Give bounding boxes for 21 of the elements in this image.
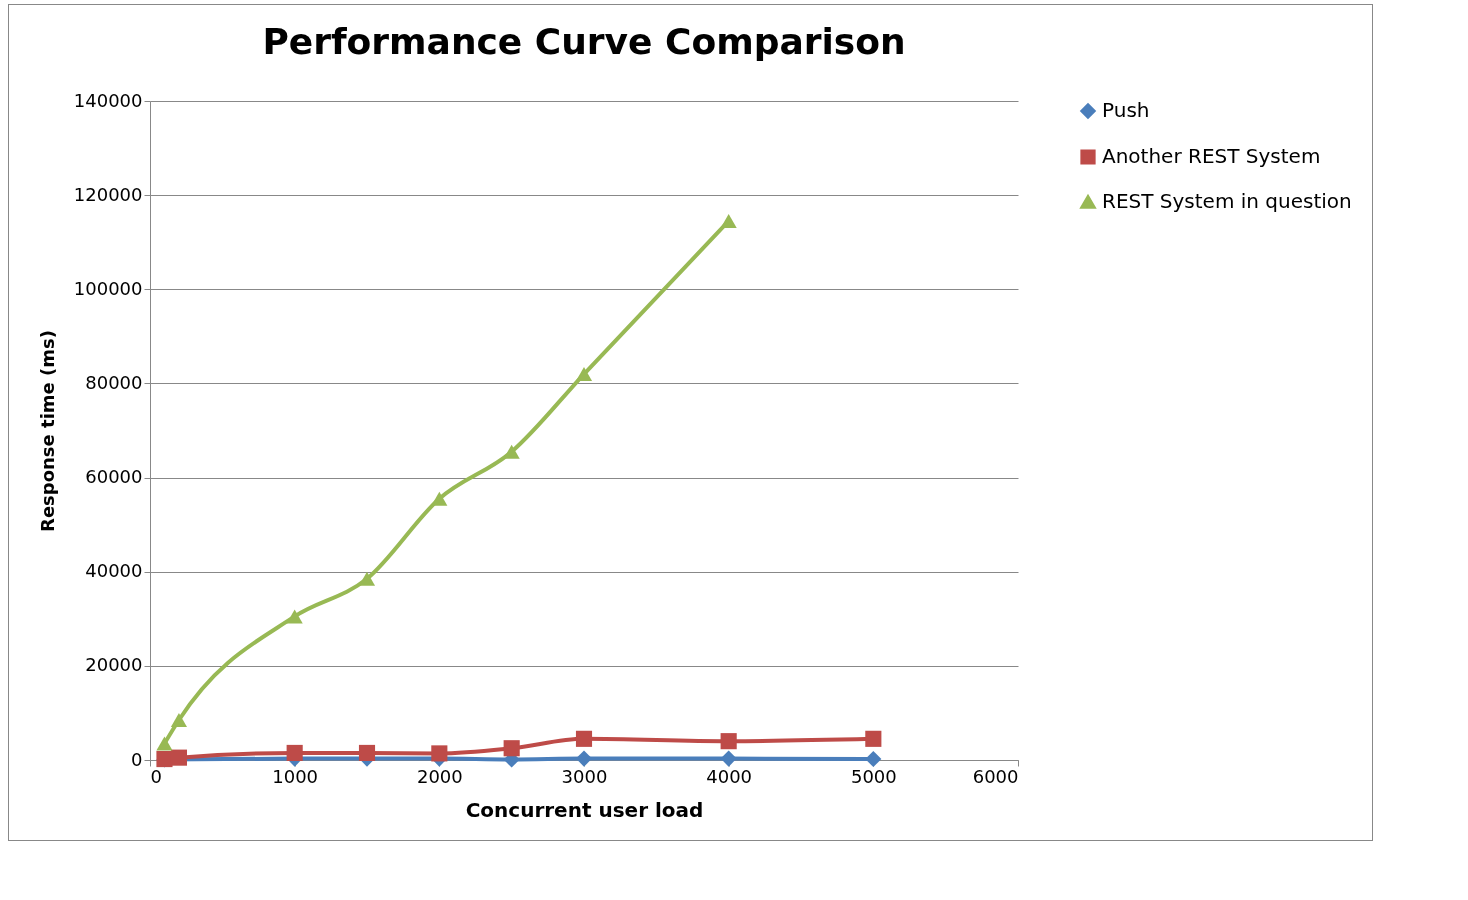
y-tick-label: 20000 bbox=[85, 654, 143, 676]
x-tick-label: 6000 bbox=[972, 765, 1019, 787]
y-axis-title: Response time (ms) bbox=[36, 330, 58, 532]
x-tick-label: 3000 bbox=[561, 765, 608, 787]
y-tick-label: 100000 bbox=[73, 277, 143, 299]
y-tick-label: 120000 bbox=[73, 183, 143, 205]
x-tick-label: 2000 bbox=[416, 765, 463, 787]
x-tick-label: 0 bbox=[150, 765, 162, 787]
x-tick-label: 5000 bbox=[850, 765, 897, 787]
x-axis-title: Concurrent user load bbox=[465, 797, 704, 822]
legend-label: Another REST System bbox=[1102, 144, 1321, 168]
x-tick-label: 1000 bbox=[272, 765, 319, 787]
legend-label: REST System in question bbox=[1102, 189, 1352, 213]
chart-title: Performance Curve Comparison bbox=[262, 21, 906, 62]
y-tick-label: 0 bbox=[131, 748, 143, 770]
x-tick-label: 4000 bbox=[706, 765, 753, 787]
y-tick-label: 80000 bbox=[85, 371, 143, 393]
legend-label: Push bbox=[1102, 98, 1150, 122]
y-tick-label: 40000 bbox=[85, 560, 143, 582]
y-tick-label: 140000 bbox=[73, 89, 143, 111]
y-tick-label: 60000 bbox=[85, 466, 143, 488]
